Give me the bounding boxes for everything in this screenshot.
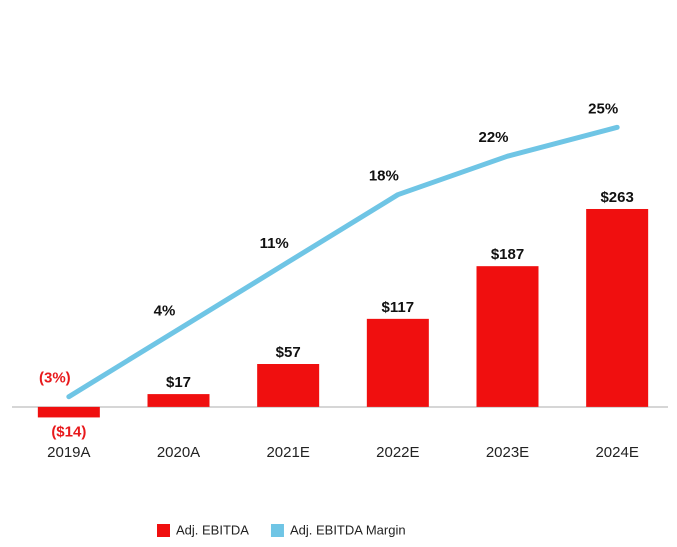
- margin-label: 11%: [260, 235, 289, 252]
- bar-label: $57: [276, 344, 301, 361]
- bar-label: ($14): [51, 423, 86, 440]
- legend-swatch: [157, 524, 170, 537]
- x-tick-label: 2019A: [47, 444, 90, 461]
- margin-label: (3%): [39, 370, 71, 387]
- x-tick-label: 2021E: [266, 444, 309, 461]
- legend-label: Adj. EBITDA Margin: [290, 522, 406, 537]
- margin-label: 22%: [478, 129, 508, 146]
- bar-label: $117: [382, 299, 415, 316]
- bar-label: $263: [600, 189, 633, 206]
- bar: [586, 208, 649, 407]
- x-tick-label: 2022E: [376, 444, 419, 461]
- bar: [476, 266, 539, 407]
- x-tick-label: 2023E: [486, 444, 529, 461]
- bar: [257, 364, 320, 407]
- margin-label: 4%: [154, 302, 176, 319]
- legend-label: Adj. EBITDA: [176, 522, 249, 537]
- x-tick-label: 2020A: [157, 444, 200, 461]
- x-tick-label: 2024E: [595, 444, 638, 461]
- bar: [366, 318, 429, 407]
- legend-swatch: [270, 524, 284, 537]
- margin-label: 18%: [369, 168, 399, 185]
- margin-line: [66, 124, 620, 400]
- bar: [37, 406, 100, 418]
- bar: [147, 394, 210, 407]
- bar-label: $17: [166, 374, 191, 391]
- margin-label: 25%: [588, 100, 618, 117]
- bar-label: $187: [491, 246, 524, 263]
